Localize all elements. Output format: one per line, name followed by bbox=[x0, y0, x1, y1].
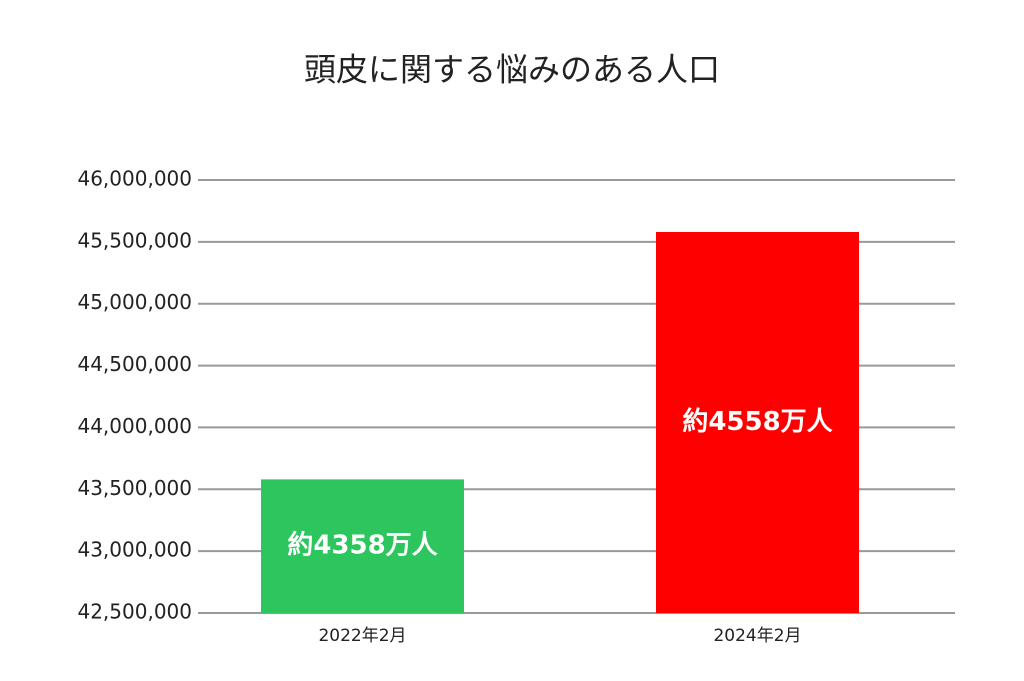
value-label: 約4358万人 bbox=[287, 530, 437, 561]
y-tick-label: 44,500,000 bbox=[77, 352, 192, 376]
chart-title: 頭皮に関する悩みのある人口 bbox=[304, 51, 720, 89]
bar bbox=[656, 231, 859, 613]
value-label: 約4558万人 bbox=[682, 406, 832, 437]
y-tick-label: 45,500,000 bbox=[77, 228, 192, 252]
x-tick-label: 2022年2月 bbox=[318, 626, 406, 646]
x-tick-label: 2024年2月 bbox=[713, 626, 801, 646]
y-tick-label: 46,000,000 bbox=[77, 167, 192, 191]
bar bbox=[261, 479, 464, 613]
y-tick-label: 43,500,000 bbox=[77, 476, 192, 500]
y-tick-label: 45,000,000 bbox=[77, 290, 192, 314]
y-tick-label: 44,000,000 bbox=[77, 414, 192, 438]
y-tick-label: 43,000,000 bbox=[77, 538, 192, 562]
y-tick-label: 42,500,000 bbox=[77, 600, 192, 624]
